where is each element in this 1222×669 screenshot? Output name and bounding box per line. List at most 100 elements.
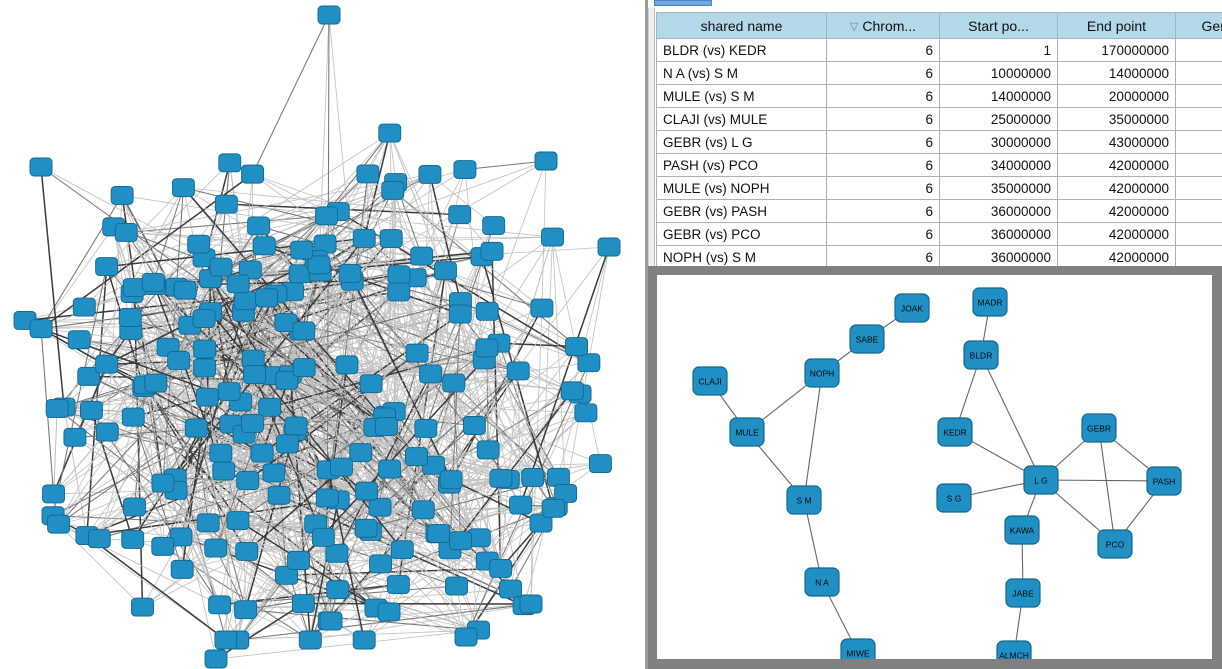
full-network-edge[interactable] [167, 278, 211, 348]
full-network-edge[interactable] [53, 431, 108, 495]
full-network-edge[interactable] [210, 249, 303, 313]
subnetwork-node[interactable]: S M [786, 485, 822, 515]
full-network-node[interactable] [418, 164, 442, 184]
full-network-edge[interactable] [474, 346, 577, 426]
column-header-chrom[interactable]: ▽ Chrom... [826, 12, 940, 39]
full-network-edge[interactable] [203, 318, 489, 451]
full-network-edge[interactable] [174, 477, 217, 660]
full-network-node[interactable] [448, 304, 472, 324]
full-network-edge[interactable] [133, 384, 146, 508]
full-network-node[interactable] [214, 630, 238, 650]
full-network-node[interactable] [141, 272, 165, 292]
full-network-node[interactable] [87, 529, 111, 549]
full-network-edge[interactable] [40, 166, 65, 408]
full-network-node[interactable] [359, 374, 383, 394]
table-row[interactable]: NOPH (vs) S M636000000420000009.9 [656, 245, 1222, 266]
full-network-edge[interactable] [322, 537, 330, 621]
full-network-node[interactable] [72, 297, 96, 317]
full-network-node[interactable] [226, 511, 250, 531]
full-network-edge[interactable] [152, 282, 225, 472]
full-network-node[interactable] [390, 540, 414, 560]
full-network-edge[interactable] [176, 225, 259, 288]
full-network-node[interactable] [262, 463, 286, 483]
full-network-edge[interactable] [56, 408, 304, 604]
full-network-edge[interactable] [299, 273, 381, 508]
full-network-node[interactable] [284, 416, 308, 436]
full-network-node[interactable] [193, 358, 217, 378]
full-network-edge[interactable] [134, 506, 220, 606]
full-network-edge[interactable] [438, 504, 521, 534]
full-network-edge[interactable] [237, 603, 532, 641]
full-network-edge[interactable] [91, 285, 155, 411]
full-network-edge[interactable] [162, 271, 321, 484]
full-network-node[interactable] [405, 343, 429, 363]
full-network-node[interactable] [356, 164, 380, 184]
full-network-node[interactable] [208, 595, 232, 615]
full-network-node[interactable] [243, 365, 267, 385]
full-network-node[interactable] [588, 454, 612, 473]
full-network-node[interactable] [442, 373, 466, 393]
full-network-node[interactable] [354, 518, 378, 538]
full-network-node[interactable] [475, 301, 499, 321]
full-network-edge[interactable] [178, 360, 247, 610]
full-network-edge[interactable] [58, 367, 205, 525]
full-network-node[interactable] [292, 321, 316, 341]
full-network-edge[interactable] [370, 393, 581, 532]
column-header-start[interactable]: Start po... [939, 12, 1058, 39]
full-network-node[interactable] [326, 580, 350, 600]
subnetwork-node[interactable]: JOAK [894, 293, 930, 323]
full-network-node[interactable] [298, 630, 322, 650]
column-header-end[interactable]: End point [1057, 12, 1176, 39]
full-network-node[interactable] [560, 381, 584, 401]
full-network-node[interactable] [439, 470, 463, 490]
full-network-node[interactable] [427, 524, 451, 543]
full-network-edge[interactable] [220, 266, 297, 427]
table-row[interactable]: PASH (vs) PCO6340000004200000011.4 [656, 153, 1222, 177]
full-network-edge[interactable] [530, 477, 534, 605]
full-network-node[interactable] [387, 265, 411, 285]
subnetwork-node[interactable]: SABE [849, 324, 885, 354]
full-network-node[interactable] [217, 382, 241, 401]
subnetwork-node[interactable]: N A [804, 567, 840, 597]
full-network-edge[interactable] [341, 274, 400, 468]
full-network-edge[interactable] [290, 374, 475, 426]
table-row[interactable]: BLDR (vs) KEDR61170000000192.0 [656, 38, 1222, 62]
subnetwork-node[interactable]: KAWA [1004, 515, 1040, 545]
full-network-edge[interactable] [310, 506, 557, 641]
subnetwork-node[interactable]: BLDR [963, 340, 999, 370]
full-network-edge[interactable] [269, 362, 589, 408]
full-network-node[interactable] [499, 579, 522, 599]
full-network-node[interactable] [377, 602, 401, 622]
full-network-edge[interactable] [144, 384, 239, 522]
full-network-node[interactable] [541, 227, 564, 247]
full-network-node[interactable] [192, 309, 216, 329]
full-network-node[interactable] [449, 531, 473, 551]
full-network-edge[interactable] [286, 379, 376, 428]
full-network-edge[interactable] [83, 306, 197, 429]
full-network-node[interactable] [521, 468, 545, 487]
full-network-edge[interactable] [252, 173, 488, 349]
full-network-edge[interactable] [416, 174, 431, 457]
full-network-node[interactable] [236, 471, 260, 491]
full-network-node[interactable] [519, 594, 543, 614]
full-network-node[interactable] [79, 400, 103, 420]
full-network-edge[interactable] [349, 273, 452, 481]
full-network-node[interactable] [114, 222, 138, 242]
full-network-edge[interactable] [53, 408, 58, 494]
full-network-node[interactable] [195, 387, 219, 407]
full-network-node[interactable] [378, 459, 402, 479]
full-network-node[interactable] [475, 338, 499, 358]
full-network-node[interactable] [118, 308, 142, 327]
full-network-node[interactable] [95, 257, 119, 277]
full-network-edge[interactable] [84, 243, 199, 308]
full-network-node[interactable] [169, 527, 193, 547]
subnetwork-node[interactable]: L G [1023, 465, 1059, 495]
subnetwork-node[interactable]: JABE [1005, 578, 1041, 608]
full-network-node[interactable] [151, 473, 175, 493]
full-network-edge[interactable] [225, 629, 479, 641]
full-network-node[interactable] [329, 457, 353, 477]
full-network-node[interactable] [241, 164, 265, 184]
full-network-node[interactable] [577, 353, 601, 373]
full-network-edge[interactable] [395, 182, 427, 429]
full-network-node[interactable] [110, 186, 134, 205]
